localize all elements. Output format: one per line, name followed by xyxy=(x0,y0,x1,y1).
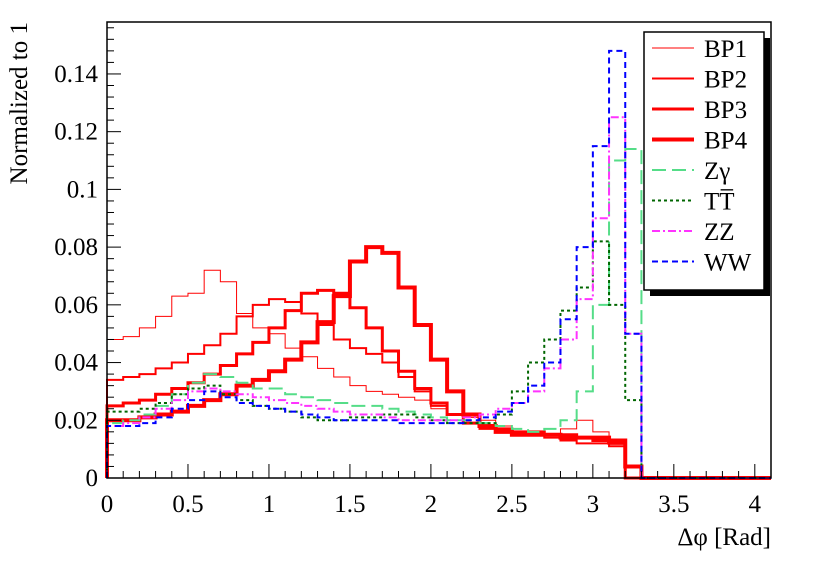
plot-frame xyxy=(106,21,772,479)
x-tick-label: 0 xyxy=(101,491,114,518)
y-axis-title: Normalized to 1 xyxy=(6,22,33,184)
legend-label-5: TT̅ xyxy=(704,189,735,216)
y-tick-label: 0.02 xyxy=(54,407,98,434)
series-line-2 xyxy=(105,288,771,480)
series-line-0 xyxy=(106,269,771,479)
x-tick-label: 4 xyxy=(749,491,762,518)
y-tick-label: 0 xyxy=(86,465,99,492)
legend-label-7: WW xyxy=(704,250,752,277)
x-tick-label: 3 xyxy=(587,491,600,518)
x-tick-label: 3.5 xyxy=(658,491,689,518)
y-tick-label: 0.1 xyxy=(67,176,98,203)
legend-label-3: BP4 xyxy=(704,128,748,155)
y-tick-label: 0.04 xyxy=(54,350,98,377)
y-tick-label: 0.12 xyxy=(54,119,98,146)
axes: 0 0.5 1 1.5 2 2.5 3 3.5 4 0 0.02 0.04 0.06 0.08 0.1 0.1… xyxy=(54,27,772,518)
x-tick-label: 1.5 xyxy=(334,491,365,518)
legend-label-4: Zγ xyxy=(704,158,730,185)
series-line-1 xyxy=(106,298,771,479)
series-line-6 xyxy=(106,116,771,479)
series-line-5 xyxy=(106,240,771,479)
x-tick-label: 2.5 xyxy=(496,491,527,518)
x-axis-title: Δφ [Rad] xyxy=(677,524,771,551)
y-tick-label: 0.08 xyxy=(54,234,98,261)
plot-area xyxy=(105,49,771,480)
legend-box xyxy=(643,31,765,291)
series-line-3 xyxy=(105,245,771,480)
legend-label-2: BP3 xyxy=(704,97,747,124)
legend-label-6: ZZ xyxy=(704,219,735,246)
legend-label-0: BP1 xyxy=(704,36,747,63)
x-tick-label: 0.5 xyxy=(172,491,203,518)
legend-label-1: BP2 xyxy=(704,67,747,94)
x-tick-label: 2 xyxy=(425,491,438,518)
series-line-7 xyxy=(106,49,771,479)
y-tick-label: 0.06 xyxy=(54,292,98,319)
series-line-4 xyxy=(106,147,771,479)
legend: BP1 BP2 BP3 BP4 Zγ TT̅ ZZ WW xyxy=(643,31,770,296)
x-tick-label: 1 xyxy=(263,491,276,518)
y-tick-label: 0.14 xyxy=(54,61,98,88)
